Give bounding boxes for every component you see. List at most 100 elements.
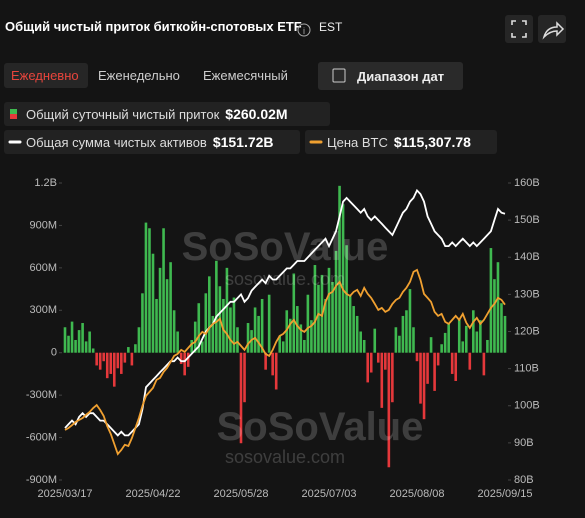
x-tick-label: 2025/09/15 [477, 488, 532, 500]
bar [405, 310, 408, 353]
bar [310, 320, 313, 353]
y-tick-label: -900M [26, 474, 57, 486]
bar [482, 352, 486, 376]
y-tick-label: -600M [26, 431, 57, 443]
legend-box [4, 102, 330, 126]
bar [472, 310, 475, 353]
bar [179, 352, 183, 365]
fullscreen-button[interactable] [505, 15, 533, 43]
bar [355, 315, 359, 353]
bar [123, 352, 127, 363]
bar [236, 327, 239, 353]
legend-label: Цена BTC [327, 135, 388, 150]
share-button[interactable] [538, 15, 566, 43]
bar [376, 352, 380, 363]
bar [327, 267, 331, 353]
tab[interactable]: Ежедневно [11, 68, 79, 83]
bar [398, 335, 401, 353]
bar [257, 315, 260, 353]
bar [141, 293, 144, 353]
bar [303, 339, 306, 353]
bar [334, 250, 338, 353]
y2-tick-label: 80B [514, 474, 534, 486]
bar [415, 352, 419, 362]
bar [158, 267, 162, 353]
bar [401, 315, 405, 353]
bar [267, 294, 271, 353]
bar [162, 228, 165, 353]
bar [306, 294, 310, 353]
bar [486, 339, 489, 353]
bar [348, 294, 352, 353]
bar [144, 222, 148, 353]
y-tick-label: 300M [29, 304, 57, 316]
bar [155, 298, 158, 353]
date-range-label: Диапазон дат [357, 69, 444, 84]
bar [169, 262, 172, 353]
x-tick-label: 2025/07/03 [301, 488, 356, 500]
bar [454, 352, 458, 381]
bar [120, 352, 123, 374]
bar [239, 352, 243, 444]
bar [105, 352, 109, 379]
bar [70, 321, 74, 353]
timezone[interactable]: EST [319, 20, 343, 34]
bar [464, 325, 468, 353]
bar [77, 330, 81, 353]
y2-tick-label: 110B [514, 363, 539, 375]
bar [341, 204, 345, 353]
bar [229, 307, 232, 353]
x-tick-label: 2025/05/28 [213, 488, 268, 500]
bar [232, 297, 236, 353]
bar [67, 335, 70, 353]
fullscreen-icon [511, 20, 527, 38]
y-tick-label: -300M [26, 389, 57, 401]
bar [176, 331, 179, 353]
bar [172, 310, 176, 353]
tab[interactable]: Ежемесячный [203, 68, 288, 83]
bar [391, 352, 394, 403]
bar [380, 352, 384, 408]
watermark-url: sosovalue.com [225, 269, 345, 289]
bar [394, 327, 398, 353]
bar [193, 321, 197, 353]
bar [112, 352, 116, 387]
bar [503, 315, 507, 353]
bar [369, 352, 373, 373]
bar [352, 306, 355, 353]
bar [443, 332, 447, 353]
bar [165, 279, 169, 353]
bar [468, 352, 472, 370]
bar [74, 339, 77, 353]
legend-label: Общая сумма чистых активов [26, 135, 207, 150]
bar [447, 323, 450, 353]
date-range-button[interactable] [318, 62, 463, 90]
bar [338, 185, 341, 353]
bar [408, 289, 412, 353]
y2-tick-label: 140B [514, 251, 540, 263]
bar [359, 331, 362, 353]
bar [253, 307, 257, 353]
bar [208, 276, 211, 353]
tab[interactable]: Еженедельно [98, 68, 180, 83]
bar [88, 331, 91, 353]
y-tick-label: 600M [29, 262, 57, 274]
bar [81, 323, 84, 353]
bar [436, 352, 440, 366]
x-tick-label: 2025/08/08 [389, 488, 444, 500]
legend-swatch [10, 109, 17, 114]
bar [137, 327, 141, 353]
legend-value: $151.72B [213, 134, 274, 150]
bar [260, 298, 264, 353]
bar [190, 339, 194, 353]
y-tick-label: 0 [51, 347, 57, 359]
info-icon[interactable] [297, 23, 311, 37]
bar [489, 248, 493, 353]
bar [345, 245, 348, 353]
bar [243, 352, 246, 403]
line [64, 188, 506, 437]
bar [148, 228, 151, 353]
bar [313, 265, 317, 353]
